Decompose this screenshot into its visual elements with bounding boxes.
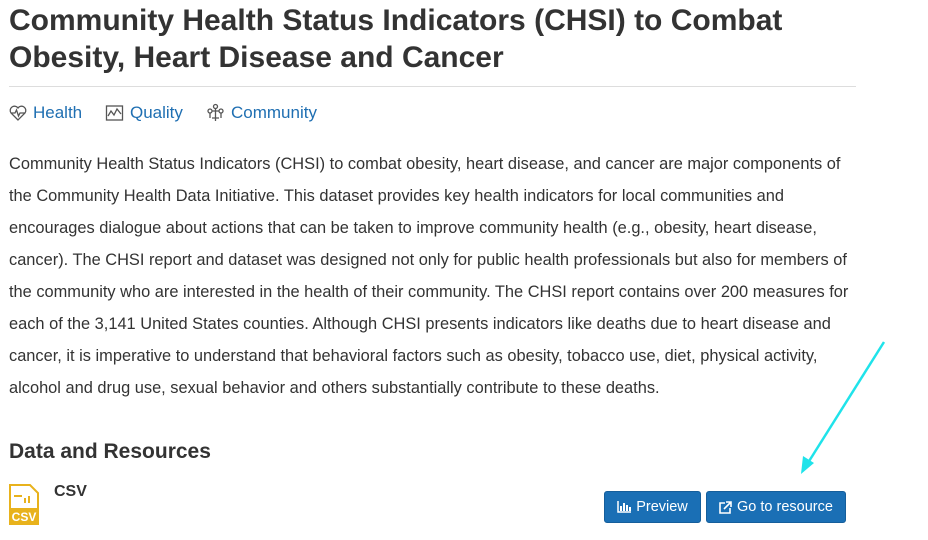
description: Community Health Status Indicators (CHSI…: [9, 155, 849, 397]
tag-link[interactable]: Community: [206, 103, 317, 123]
button-icon: [719, 500, 732, 514]
section-heading: Data and Resources: [9, 440, 211, 463]
tag-label: Community: [231, 103, 317, 122]
file-icon-label: CSV: [12, 510, 37, 524]
tag-label: Quality: [130, 103, 183, 122]
divider: [9, 86, 856, 87]
preview-button[interactable]: Preview: [604, 491, 701, 523]
button-label: Go to resource: [737, 499, 833, 515]
tag-icon: [207, 103, 224, 121]
button-label: Preview: [636, 499, 688, 515]
tag-label: Health: [33, 103, 83, 122]
tag-link[interactable]: Health: [9, 103, 82, 123]
tag-icon: [105, 105, 124, 121]
resource-name[interactable]: CSV: [54, 483, 87, 500]
tag-icon: [9, 105, 27, 121]
file-icon: CSV: [9, 484, 39, 525]
button-icon: [617, 501, 632, 513]
go-to-resource-button[interactable]: Go to resource: [706, 491, 846, 523]
tag-link[interactable]: Quality: [105, 103, 183, 123]
dataset-title: Community Health Status Indicators (CHSI…: [9, 4, 783, 74]
